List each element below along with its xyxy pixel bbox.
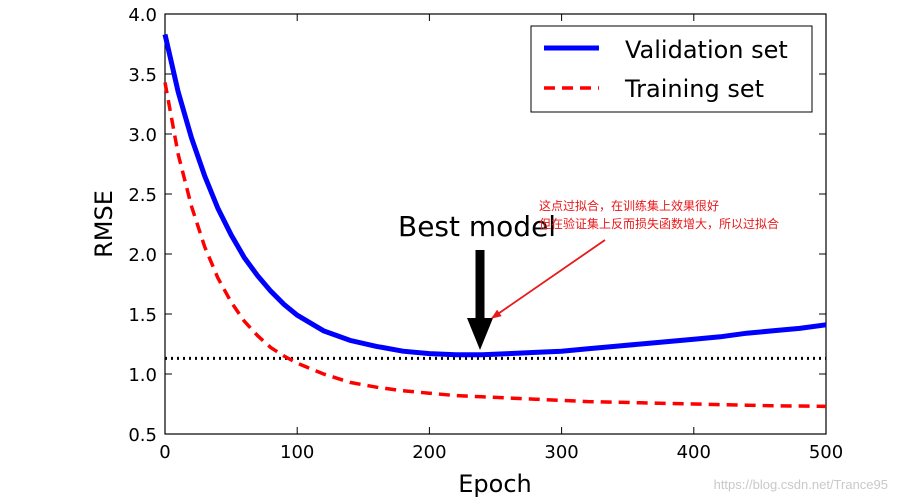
watermark-text: https://blog.csdn.net/Trance95 [713, 477, 888, 492]
training-set-line [163, 82, 827, 409]
y-tick-label: 3.0 [128, 125, 157, 146]
y-tick-label: 2.5 [128, 185, 157, 206]
y-axis-ticks: 0.5 1.0 1.5 2.0 2.5 3.0 3.5 4.0 [128, 5, 826, 446]
y-tick-label: 4.0 [128, 5, 157, 26]
legend-training-label: Training set [624, 75, 764, 103]
y-axis-label: RMSE [90, 190, 118, 258]
note-red-arrow [491, 239, 606, 319]
note-line-1: 这点过拟合，在训练集上效果很好 [539, 198, 719, 213]
x-tick-label: 200 [412, 442, 446, 463]
x-axis-ticks: 0 100 200 300 400 500 [159, 14, 843, 463]
y-tick-label: 2.0 [128, 245, 157, 266]
validation-set-line [162, 33, 827, 358]
legend-box [530, 25, 813, 113]
x-tick-label: 100 [280, 442, 314, 463]
best-model-label: Best model [398, 210, 556, 243]
x-tick-label: 300 [544, 442, 578, 463]
legend: Validation set Training set [530, 25, 813, 113]
y-tick-label: 0.5 [128, 425, 157, 446]
y-tick-label: 1.5 [128, 305, 157, 326]
y-tick-label: 3.5 [128, 65, 157, 86]
best-model-arrowhead [467, 318, 493, 350]
x-tick-label: 400 [677, 442, 711, 463]
x-axis-label: Epoch [458, 470, 532, 498]
x-tick-label: 500 [809, 442, 843, 463]
note-line-2: 但在验证集上反而损失函数增大，所以过拟合 [539, 216, 779, 231]
y-tick-label: 1.0 [128, 365, 157, 386]
plot-frame [164, 13, 827, 435]
legend-validation-label: Validation set [625, 36, 788, 64]
x-tick-label: 0 [159, 442, 170, 463]
